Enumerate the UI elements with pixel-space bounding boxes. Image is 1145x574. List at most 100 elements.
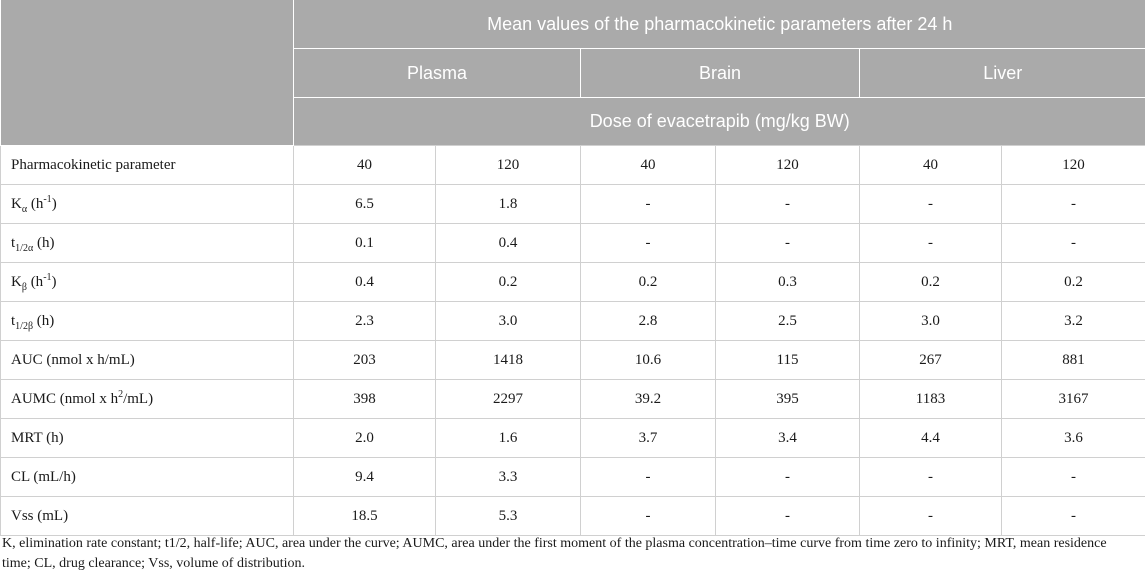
value-cell: - <box>581 185 716 224</box>
header-blank-cell <box>1 0 294 146</box>
value-cell: 5.3 <box>436 497 581 536</box>
value-cell: 39.2 <box>581 380 716 419</box>
value-cell: 3.7 <box>581 419 716 458</box>
value-cell: 0.2 <box>1002 263 1145 302</box>
value-cell: 3167 <box>1002 380 1145 419</box>
parameter-label-sup: -1 <box>43 194 51 205</box>
dose-cell: 120 <box>716 146 860 185</box>
parameter-label: CL (mL/h) <box>1 458 294 497</box>
value-cell: - <box>860 458 1002 497</box>
parameter-label: MRT (h) <box>1 419 294 458</box>
value-cell: - <box>716 185 860 224</box>
table-footnote: K, elimination rate constant; t1/2, half… <box>2 534 1137 574</box>
value-cell: - <box>1002 185 1145 224</box>
value-cell: - <box>1002 224 1145 263</box>
tissue-header-plasma: Plasma <box>294 49 581 98</box>
value-cell: 0.4 <box>294 263 436 302</box>
value-cell: 267 <box>860 341 1002 380</box>
value-cell: 0.2 <box>436 263 581 302</box>
value-cell: 3.3 <box>436 458 581 497</box>
value-cell: 0.2 <box>860 263 1002 302</box>
parameter-label-tail: ) <box>52 196 57 212</box>
parameter-label: AUMC (nmol x h2/mL) <box>1 380 294 419</box>
tissue-header-liver: Liver <box>860 49 1145 98</box>
value-cell: 3.0 <box>436 302 581 341</box>
value-cell: 3.6 <box>1002 419 1145 458</box>
parameter-label-base: AUC (nmol x h/mL) <box>11 352 135 368</box>
value-cell: 2.5 <box>716 302 860 341</box>
value-cell: - <box>716 497 860 536</box>
value-cell: 4.4 <box>860 419 1002 458</box>
dose-cell: 120 <box>436 146 581 185</box>
value-cell: - <box>860 224 1002 263</box>
parameter-label: Kα (h-1) <box>1 185 294 224</box>
value-cell: - <box>581 497 716 536</box>
value-cell: 6.5 <box>294 185 436 224</box>
value-cell: 3.4 <box>716 419 860 458</box>
dose-cell: 40 <box>581 146 716 185</box>
value-cell: 10.6 <box>581 341 716 380</box>
value-cell: - <box>716 224 860 263</box>
value-cell: 0.4 <box>436 224 581 263</box>
table-title: Mean values of the pharmacokinetic param… <box>294 0 1145 49</box>
parameter-label-rest: (h) <box>33 235 54 251</box>
value-cell: - <box>860 185 1002 224</box>
value-cell: - <box>860 497 1002 536</box>
column-header-row: Pharmacokinetic parameter 40 120 40 120 … <box>1 146 1145 185</box>
value-cell: 3.0 <box>860 302 1002 341</box>
value-cell: 3.2 <box>1002 302 1145 341</box>
parameter-label-tail: ) <box>52 274 57 290</box>
pharmacokinetics-table: Mean values of the pharmacokinetic param… <box>0 0 1145 536</box>
value-cell: 18.5 <box>294 497 436 536</box>
value-cell: - <box>1002 458 1145 497</box>
value-cell: 881 <box>1002 341 1145 380</box>
parameter-label-base: AUMC (nmol x h <box>11 391 118 407</box>
parameter-label-sub: 1/2β <box>15 321 33 332</box>
value-cell: 398 <box>294 380 436 419</box>
value-cell: - <box>1002 497 1145 536</box>
value-cell: 203 <box>294 341 436 380</box>
parameter-label-rest: (h <box>27 196 43 212</box>
value-cell: 1183 <box>860 380 1002 419</box>
value-cell: 9.4 <box>294 458 436 497</box>
value-cell: 0.1 <box>294 224 436 263</box>
parameter-label: AUC (nmol x h/mL) <box>1 341 294 380</box>
value-cell: 0.3 <box>716 263 860 302</box>
parameter-label-tail: /mL) <box>123 391 153 407</box>
parameter-label-base: CL (mL/h) <box>11 469 76 485</box>
value-cell: 1418 <box>436 341 581 380</box>
value-cell: 115 <box>716 341 860 380</box>
dose-header: Dose of evacetrapib (mg/kg BW) <box>294 98 1145 146</box>
value-cell: 2.8 <box>581 302 716 341</box>
parameter-label-base: Vss (mL) <box>11 508 68 524</box>
parameter-label-sup: -1 <box>43 272 51 283</box>
tissue-header-brain: Brain <box>581 49 860 98</box>
value-cell: - <box>581 458 716 497</box>
param-column-header: Pharmacokinetic parameter <box>1 146 294 185</box>
value-cell: 1.8 <box>436 185 581 224</box>
parameter-label: Kβ (h-1) <box>1 263 294 302</box>
value-cell: - <box>716 458 860 497</box>
value-cell: 395 <box>716 380 860 419</box>
parameter-label: Vss (mL) <box>1 497 294 536</box>
dose-cell: 40 <box>294 146 436 185</box>
value-cell: 2297 <box>436 380 581 419</box>
parameter-label-base: MRT (h) <box>11 430 64 446</box>
parameter-label: t1/2β (h) <box>1 302 294 341</box>
value-cell: 2.3 <box>294 302 436 341</box>
value-cell: 0.2 <box>581 263 716 302</box>
parameter-label-base: K <box>11 274 22 290</box>
dose-cell: 120 <box>1002 146 1145 185</box>
parameter-label-base: K <box>11 196 22 212</box>
parameter-label-rest: (h) <box>33 313 54 329</box>
dose-cell: 40 <box>860 146 1002 185</box>
